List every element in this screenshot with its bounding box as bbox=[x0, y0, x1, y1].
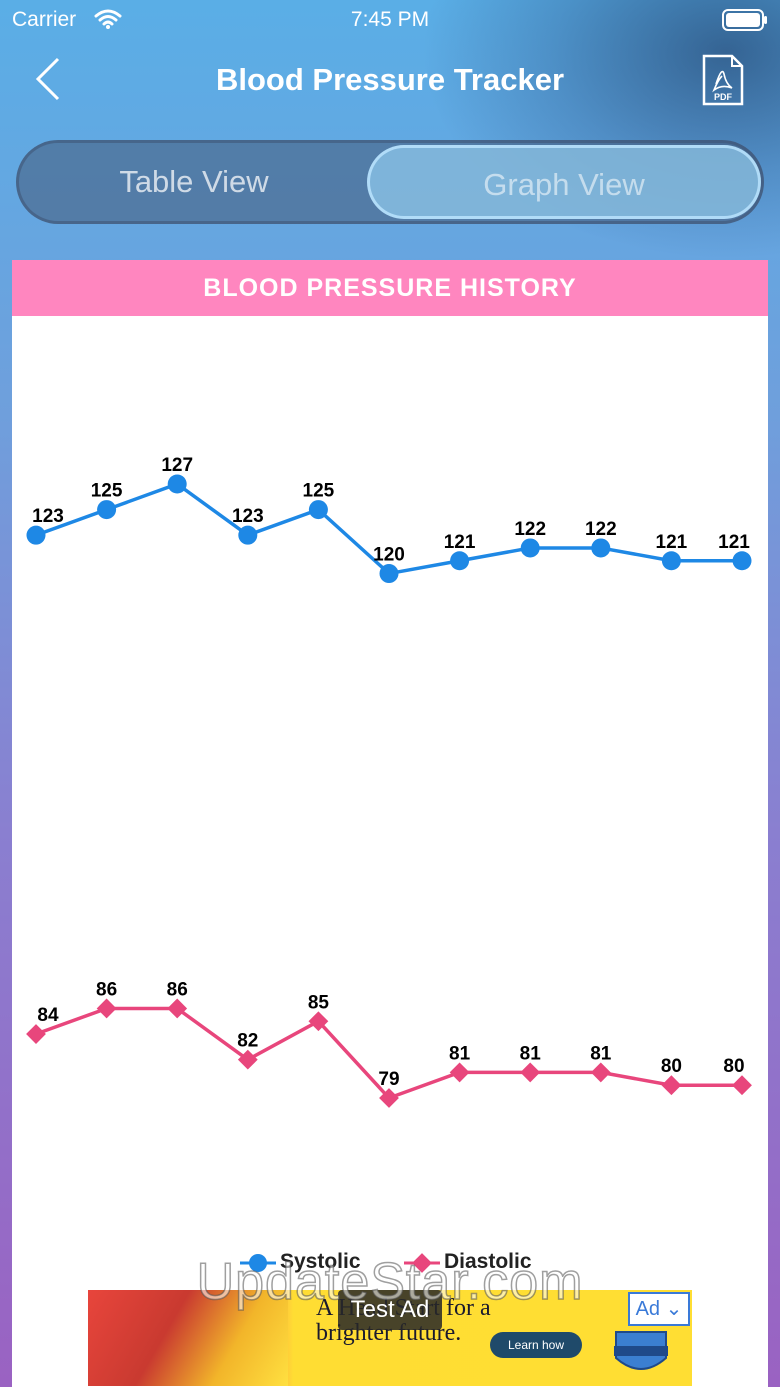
data-label-diastolic: 81 bbox=[520, 1043, 542, 1064]
data-label-diastolic: 82 bbox=[237, 1031, 258, 1052]
data-point-systolic bbox=[97, 500, 117, 520]
tab-graph-view[interactable]: Graph View bbox=[367, 145, 761, 219]
data-point-diastolic bbox=[520, 1062, 541, 1083]
legend-systolic-marker bbox=[240, 1254, 276, 1272]
ad-learn-how-button[interactable]: Learn how bbox=[490, 1332, 582, 1358]
data-point-diastolic bbox=[308, 1011, 329, 1032]
data-label-systolic: 127 bbox=[161, 455, 193, 476]
data-point-diastolic bbox=[96, 998, 117, 1019]
data-point-diastolic bbox=[237, 1049, 258, 1070]
legend-diastolic-label: Diastolic bbox=[444, 1250, 532, 1273]
data-point-systolic bbox=[450, 551, 470, 571]
watermark: UpdateStar.com bbox=[196, 1252, 584, 1312]
data-point-diastolic bbox=[379, 1088, 399, 1108]
data-label-systolic: 125 bbox=[91, 481, 123, 502]
data-point-systolic bbox=[308, 500, 328, 520]
battery-icon bbox=[722, 9, 767, 31]
status-bar: Carrier 7:45 PM bbox=[0, 0, 780, 40]
chart-legend: Systolic Diastolic bbox=[0, 1248, 780, 1278]
test-ad-label: Test Ad bbox=[338, 1290, 442, 1330]
data-label-diastolic: 80 bbox=[661, 1056, 682, 1077]
data-label-diastolic: 81 bbox=[590, 1043, 612, 1064]
data-label-systolic: 122 bbox=[585, 519, 617, 540]
data-point-systolic bbox=[661, 551, 681, 571]
clock: 7:45 PM bbox=[350, 8, 430, 31]
page-title: Blood Pressure Tracker bbox=[215, 62, 565, 97]
legend-systolic-label: Systolic bbox=[280, 1250, 361, 1273]
chevron-left-icon[interactable] bbox=[30, 56, 66, 102]
data-label-systolic: 123 bbox=[232, 506, 264, 527]
pdf-label: PDF bbox=[714, 92, 733, 102]
data-point-diastolic bbox=[26, 1024, 46, 1044]
data-label-diastolic: 81 bbox=[449, 1043, 471, 1064]
ad-badge-label: Ad bbox=[635, 1298, 661, 1320]
data-label-systolic: 125 bbox=[303, 481, 335, 502]
data-point-systolic bbox=[167, 474, 187, 494]
data-point-diastolic bbox=[449, 1062, 470, 1083]
ad-photo bbox=[88, 1290, 288, 1386]
navigation-bar: Blood Pressure Tracker PDF bbox=[0, 40, 780, 126]
pdf-file-icon[interactable]: PDF bbox=[702, 54, 744, 106]
ad-shield-logo-icon bbox=[614, 1331, 668, 1370]
wifi-icon bbox=[94, 9, 122, 29]
data-point-systolic bbox=[379, 564, 399, 584]
data-label-systolic: 122 bbox=[514, 519, 546, 540]
data-point-systolic bbox=[26, 525, 46, 545]
data-point-diastolic bbox=[590, 1062, 611, 1083]
data-point-systolic bbox=[591, 538, 611, 558]
data-label-diastolic: 86 bbox=[96, 979, 117, 1000]
carrier-label: Carrier bbox=[12, 8, 77, 31]
chart-card: BLOOD PRESSURE HISTORY bbox=[12, 260, 768, 1387]
data-label-systolic: 123 bbox=[32, 506, 64, 527]
data-label-diastolic: 80 bbox=[723, 1056, 744, 1077]
data-label-systolic: 121 bbox=[656, 532, 688, 553]
data-label-diastolic: 79 bbox=[378, 1069, 399, 1090]
data-label-diastolic: 85 bbox=[308, 992, 330, 1013]
legend-diastolic-marker bbox=[404, 1253, 440, 1273]
chart-header: BLOOD PRESSURE HISTORY bbox=[12, 260, 768, 316]
data-label-diastolic: 84 bbox=[37, 1005, 59, 1026]
data-point-systolic bbox=[732, 551, 752, 571]
view-segmented-control: Table View Graph View bbox=[16, 140, 764, 224]
chevron-down-icon: ⌄ bbox=[665, 1298, 683, 1320]
data-label-diastolic: 86 bbox=[167, 979, 188, 1000]
data-point-systolic bbox=[520, 538, 540, 558]
data-label-systolic: 121 bbox=[444, 532, 476, 553]
data-point-systolic bbox=[238, 525, 258, 545]
data-point-diastolic bbox=[732, 1075, 752, 1096]
ad-badge[interactable]: Ad ⌄ bbox=[628, 1292, 690, 1326]
tab-table-view[interactable]: Table View bbox=[119, 164, 269, 199]
data-label-systolic: 121 bbox=[718, 532, 750, 553]
data-point-diastolic bbox=[661, 1075, 682, 1096]
data-label-systolic: 120 bbox=[373, 545, 405, 566]
